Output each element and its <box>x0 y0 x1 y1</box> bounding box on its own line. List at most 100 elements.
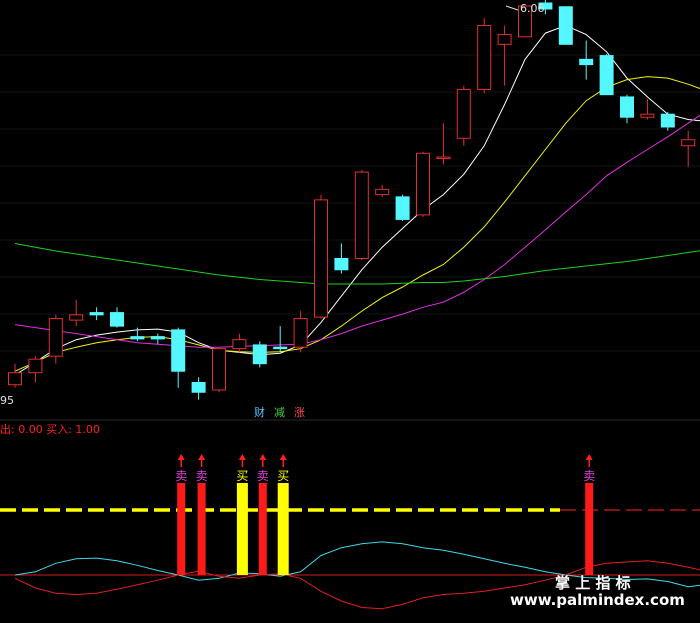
candle <box>558 6 573 45</box>
legend-tag-cai[interactable]: 财 <box>254 405 265 419</box>
candle <box>110 307 124 328</box>
signal-arrow-head <box>585 454 593 460</box>
high-price-label: 6.06 <box>520 2 545 15</box>
candle-body <box>640 113 655 118</box>
candle <box>436 123 451 165</box>
signal-bar <box>197 483 206 575</box>
candle-body <box>456 88 471 139</box>
signal-bar <box>277 483 289 575</box>
signal-label: 买 <box>277 469 289 483</box>
candle <box>681 130 696 167</box>
candle <box>640 99 655 120</box>
candle-body <box>8 372 22 386</box>
candle-body <box>477 25 492 90</box>
legend-tag-jian[interactable]: 减 <box>274 406 285 419</box>
candle-body <box>191 381 206 393</box>
price-grid <box>0 54 700 352</box>
watermark-url: www.palmindex.com <box>510 591 685 609</box>
candle-body <box>334 257 349 271</box>
candle <box>456 85 471 146</box>
candle <box>334 243 349 274</box>
candle-body <box>110 312 124 327</box>
legend-tags: 财 减 涨 <box>254 405 305 419</box>
signal-arrow-head <box>177 454 185 460</box>
candle-body <box>375 188 390 196</box>
signal-bar <box>585 483 594 575</box>
candle <box>416 151 430 218</box>
watermark-title: 掌 上 指 标 <box>555 574 631 592</box>
candle-body <box>89 312 104 316</box>
candle <box>150 333 165 345</box>
candle <box>28 356 43 383</box>
candle-body <box>212 348 226 391</box>
signal-bar <box>236 483 248 575</box>
candle <box>477 18 492 94</box>
signal-label: 卖 <box>175 469 187 483</box>
candle <box>89 307 104 321</box>
candle <box>293 311 308 353</box>
signal-arrow-head <box>198 454 206 460</box>
low-price-label: 95 <box>0 394 14 407</box>
ma-line-4 <box>14 243 700 285</box>
candle-body <box>354 171 369 259</box>
candle <box>69 299 84 327</box>
candle-body <box>416 152 430 216</box>
candle-body <box>252 344 267 365</box>
candle-body <box>579 58 594 66</box>
candle-body <box>232 339 247 350</box>
candle <box>252 341 267 368</box>
signal-marker: 买 <box>277 454 289 575</box>
signal-marker: 买 <box>236 454 248 575</box>
signal-label: 卖 <box>257 469 269 483</box>
high-price-pointer <box>505 5 519 11</box>
candle-body <box>130 336 145 340</box>
candle-body <box>150 336 165 340</box>
signal-arrow-head <box>259 454 267 460</box>
candle-body <box>599 55 614 96</box>
candle <box>48 314 63 364</box>
candle <box>660 111 675 131</box>
signal-marker: 卖 <box>257 454 269 575</box>
signal-bar <box>177 483 186 575</box>
signal-bar <box>258 483 267 575</box>
legend-tag-zhang[interactable]: 涨 <box>294 406 305 419</box>
candle-body <box>69 314 84 321</box>
candle-body <box>314 199 328 318</box>
ma-line-3 <box>14 114 700 348</box>
candle-body <box>48 318 63 357</box>
signal-arrow-head <box>238 454 246 460</box>
candle <box>579 40 594 80</box>
candle-body <box>558 6 573 45</box>
candle <box>497 25 512 86</box>
candle-body <box>681 139 696 147</box>
indicator-line-1 <box>14 541 700 588</box>
candle-body <box>436 156 451 160</box>
candle <box>620 94 634 124</box>
candle <box>314 194 328 319</box>
candle <box>232 333 247 353</box>
signal-marker: 卖 <box>196 454 208 575</box>
candle <box>395 194 410 221</box>
candle-body <box>518 5 532 38</box>
candle <box>273 326 288 352</box>
candle <box>599 54 614 96</box>
ma-line-1 <box>14 24 700 376</box>
signal-label: 卖 <box>196 469 208 483</box>
candle <box>8 363 22 388</box>
candle <box>130 327 145 342</box>
candle-body <box>620 96 634 118</box>
signal-marker: 卖 <box>175 454 187 575</box>
candle-body <box>538 2 553 10</box>
candle-body <box>395 196 410 220</box>
candle <box>212 347 226 393</box>
signal-label: 卖 <box>583 469 595 483</box>
candle <box>375 184 390 197</box>
watermark: 掌 上 指 标 www.palmindex.com <box>510 574 685 609</box>
candle-body <box>273 346 288 350</box>
candle-body <box>660 113 675 128</box>
candlesticks <box>8 0 696 400</box>
candle-body <box>28 358 43 374</box>
candle <box>354 169 369 260</box>
candle-body <box>293 318 308 348</box>
